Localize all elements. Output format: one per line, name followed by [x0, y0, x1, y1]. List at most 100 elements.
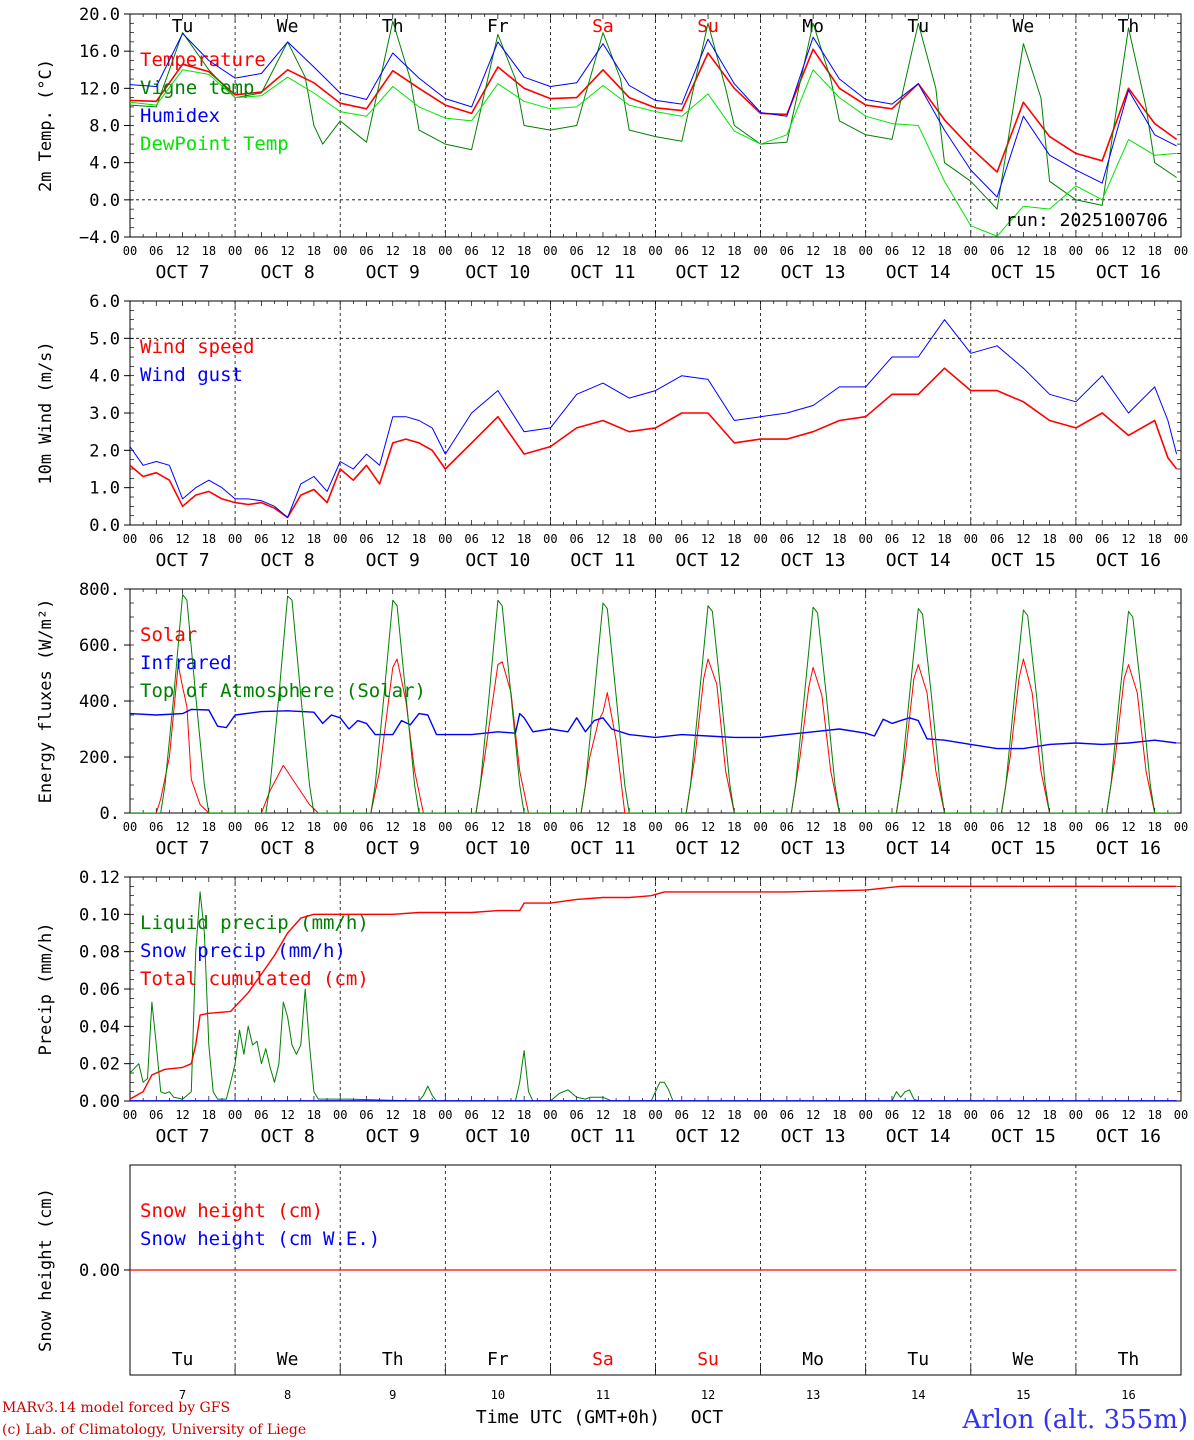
- credit-line-2: (c) Lab. of Climatology, University of L…: [2, 1422, 306, 1438]
- x-hour-label: 18: [727, 532, 741, 546]
- x-hour-label: 06: [675, 532, 689, 546]
- x-hour-label: 12: [596, 532, 610, 546]
- x-hour-label: 18: [517, 820, 531, 834]
- x-date-label: OCT 7: [155, 550, 209, 571]
- x-hour-label: 12: [701, 532, 715, 546]
- x-date-label: OCT 15: [991, 1126, 1056, 1147]
- x-date-label: OCT 9: [366, 1126, 420, 1147]
- x-hour-label: 18: [622, 1108, 636, 1122]
- x-axis-unit: OCT: [691, 1407, 724, 1428]
- x-hour-label: 06: [990, 532, 1004, 546]
- x-hour-label: 12: [386, 532, 400, 546]
- x-hour-label: 06: [675, 244, 689, 258]
- legend-entry: Infrared: [140, 652, 232, 674]
- x-date-label: OCT 10: [465, 262, 530, 283]
- x-hour-label: 00: [1069, 820, 1083, 834]
- x-hour-label: 00: [543, 1108, 557, 1122]
- x-hour-label: 18: [307, 532, 321, 546]
- panel-frame: [129, 300, 1182, 526]
- x-hour-label: 18: [517, 532, 531, 546]
- x-hour-label: 18: [832, 532, 846, 546]
- y-tick-label: 4.0: [89, 367, 120, 387]
- legend-entry: Wind gust: [140, 364, 243, 386]
- x-hour-label: 00: [858, 1108, 872, 1122]
- y-tick-label: 800.: [79, 580, 120, 600]
- x-hour-label: 00: [228, 532, 242, 546]
- legend-entry: Temperature: [140, 49, 266, 71]
- x-hour-label: 06: [254, 532, 268, 546]
- weekday-label: Mo: [802, 16, 824, 37]
- y-axis-label: 10m Wind (m/s): [36, 341, 56, 484]
- x-hour-label: 12: [175, 244, 189, 258]
- x-hour-label: 18: [1042, 1108, 1056, 1122]
- x-hour-label: 06: [885, 820, 899, 834]
- x-axis-title: Time UTC (GMT+0h): [476, 1407, 660, 1428]
- x-hour-label: 06: [1095, 1108, 1109, 1122]
- weekday-label: Th: [1118, 1349, 1140, 1370]
- weekday-label: Tu: [172, 16, 194, 37]
- x-hour-label: 18: [517, 244, 531, 258]
- y-axis-label: Energy fluxes (W/m²): [36, 599, 56, 804]
- panel-energy: 800. 600. 400. 200. 0. Energy fluxes (W/m²) 00…: [36, 580, 1188, 859]
- x-hour-label: 00: [753, 820, 767, 834]
- x-hour-label: 18: [937, 532, 951, 546]
- series-line-infrared: [130, 708, 1177, 750]
- x-hour-label: 00: [858, 532, 872, 546]
- x-hour-label: 00: [333, 244, 347, 258]
- x-hour-label: 06: [464, 244, 478, 258]
- x-hour-label: 12: [491, 1108, 505, 1122]
- y-tick-label: 0.0: [89, 516, 120, 536]
- x-hour-label: 12: [911, 532, 925, 546]
- x-hour-label: 00: [543, 532, 557, 546]
- y-tick-label: 16.0: [79, 42, 120, 62]
- x-date-label: OCT 9: [366, 550, 420, 571]
- panel-snow: 0.00 Snow height (cm) 7 8 9 10 11 12 13 14 15 16 Tu W…: [36, 1164, 1182, 1402]
- legend-entry: Snow height (cm): [140, 1200, 323, 1222]
- x-hour-label: 06: [885, 1108, 899, 1122]
- panel-temp: 20.0 16.0 12.0 8.0 4.0 0.0 −4.0 2m Temp. (°C) 00…: [36, 5, 1188, 283]
- x-hour-label: 18: [307, 820, 321, 834]
- x-hour-label: 18: [937, 244, 951, 258]
- x-hour-label: 06: [780, 820, 794, 834]
- x-hour-label: 00: [858, 820, 872, 834]
- x-hour-label: 06: [254, 820, 268, 834]
- x-date-label: OCT 13: [781, 550, 846, 571]
- x-day-number: 11: [596, 1388, 610, 1402]
- series-line-top-of-atmosphere-solar: [130, 594, 1177, 813]
- x-hour-label: 00: [1069, 532, 1083, 546]
- x-hour-label: 06: [464, 1108, 478, 1122]
- x-date-label: OCT 13: [781, 838, 846, 859]
- series-line-wind-gust: [130, 319, 1178, 518]
- x-date-label: OCT 14: [886, 262, 951, 283]
- x-hour-label: 06: [359, 244, 373, 258]
- x-hour-label: 12: [1121, 820, 1135, 834]
- legend-entry: DewPoint Temp: [140, 133, 289, 155]
- x-hour-label: 00: [964, 1108, 978, 1122]
- x-date-label: OCT 14: [886, 1126, 951, 1147]
- x-day-number: 14: [911, 1388, 925, 1402]
- x-hour-label: 12: [175, 532, 189, 546]
- x-date-label: OCT 12: [676, 262, 741, 283]
- x-hour-label: 00: [964, 532, 978, 546]
- x-hour-label: 06: [464, 532, 478, 546]
- x-hour-label: 06: [1095, 532, 1109, 546]
- x-date-label: OCT 15: [991, 262, 1056, 283]
- x-hour-label: 18: [727, 820, 741, 834]
- x-date-label: OCT 8: [261, 262, 315, 283]
- x-hour-label: 00: [543, 820, 557, 834]
- weekday-label: Th: [382, 16, 404, 37]
- y-tick-label: 0.08: [79, 943, 120, 963]
- x-hour-label: 12: [701, 820, 715, 834]
- x-hour-label: 18: [727, 1108, 741, 1122]
- x-hour-label: 12: [1016, 1108, 1030, 1122]
- weekday-label: Tu: [907, 1349, 929, 1370]
- x-hour-label: 06: [254, 1108, 268, 1122]
- legend-entry: Top of Atmosphere (Solar): [140, 680, 426, 702]
- y-tick-label: 400.: [79, 692, 120, 712]
- y-tick-label: 0.12: [79, 868, 120, 888]
- x-date-label: OCT 11: [570, 838, 635, 859]
- x-hour-label: 12: [596, 1108, 610, 1122]
- x-hour-label: 00: [1174, 820, 1188, 834]
- y-tick-label: 8.0: [89, 117, 120, 137]
- x-hour-label: 00: [648, 244, 662, 258]
